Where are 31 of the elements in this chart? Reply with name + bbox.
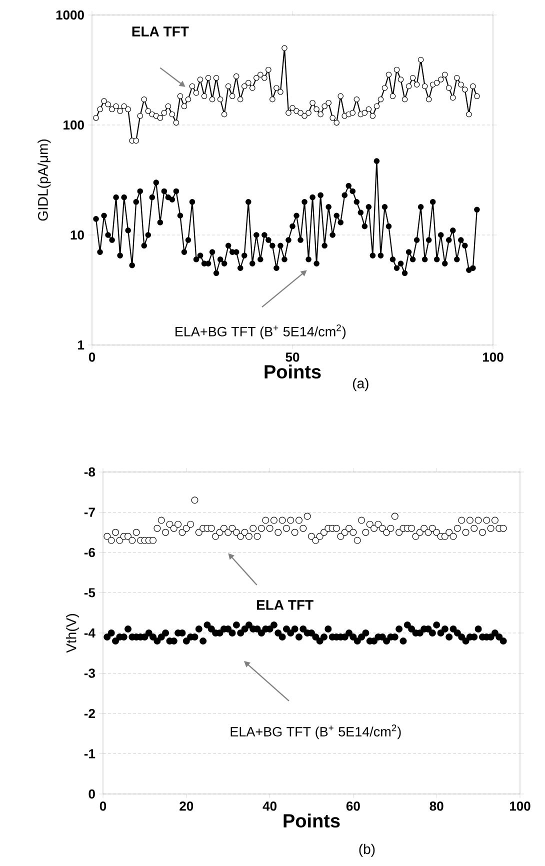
y-tick-label: -7 [84, 508, 95, 517]
y-tick-label: -8 [84, 467, 96, 477]
text: (b) [359, 844, 375, 857]
x-tick-label: 100 [510, 802, 530, 811]
y-tick-label: 1 [78, 340, 84, 350]
x-tick-label: 80 [430, 802, 444, 811]
x-tick-label: 100 [482, 352, 504, 362]
y-tick-label: 10 [70, 230, 84, 240]
y-tick-label: -5 [84, 588, 96, 598]
annotation: ELA+BG TFT (B$^{+}$ 5E14/cm$^{2}$) [176, 324, 346, 340]
y-axis-title: Vth(V) [66, 614, 80, 653]
annotation: ELA+BG TFT (B$^{+}$ 5E14/cm$^{2}$) [230, 724, 401, 740]
x-axis-title: Points [284, 814, 340, 828]
x-tick-label: 50 [286, 352, 300, 362]
y-tick-label: 1000 [56, 10, 84, 20]
y-tick-label: -4 [84, 628, 96, 638]
x-tick-label: 20 [180, 802, 194, 811]
y-tick-label: 0 [88, 789, 95, 799]
y-tick-label: -3 [84, 668, 95, 678]
y-axis-title: GIDL(pA/μm) [38, 139, 51, 221]
y-tick-label: -2 [84, 708, 95, 718]
y-tick-label: -6 [84, 548, 95, 558]
annotation: ELA TFT [256, 600, 314, 610]
x-axis-title: Points [264, 364, 321, 379]
text: (a) [352, 378, 368, 392]
annotation: ELA TFT [132, 26, 189, 36]
y-tick-label: -1 [84, 749, 96, 758]
x-tick-label: 60 [346, 802, 360, 811]
x-tick-label: 0 [100, 802, 106, 811]
x-tick-label: 40 [262, 802, 276, 811]
y-tick-label: 100 [64, 120, 84, 130]
